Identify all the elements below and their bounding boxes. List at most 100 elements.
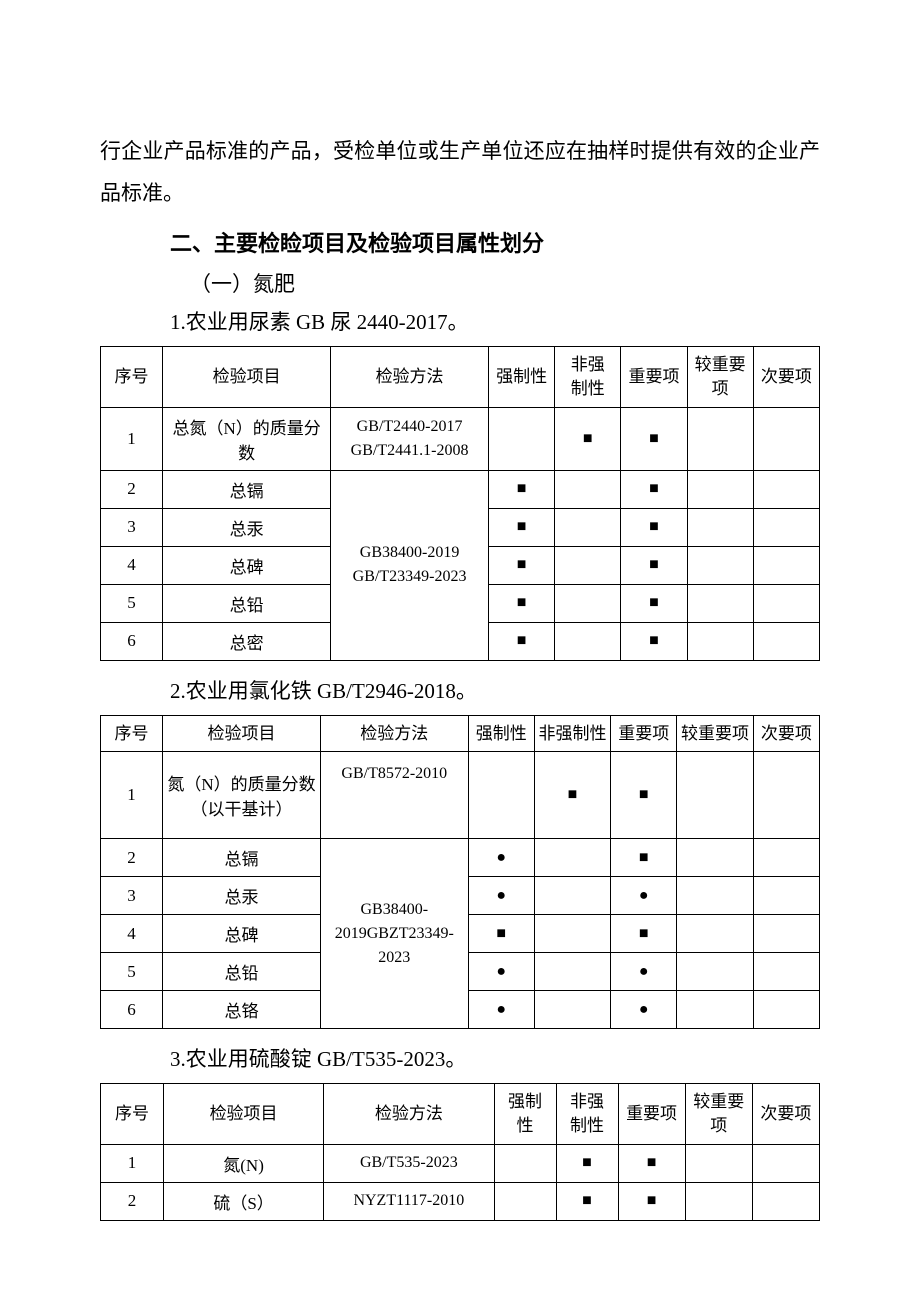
cell-nonmand xyxy=(534,839,610,877)
cell-minor xyxy=(753,877,819,915)
cell-mand: ● xyxy=(468,877,534,915)
item-1-title: 1.农业用尿素 GB 尿 2440-2017。 xyxy=(170,306,820,336)
cell-nonmand xyxy=(534,915,610,953)
cell-seq: 1 xyxy=(101,752,163,839)
col-mand: 强制性 xyxy=(488,347,554,408)
cell-seq: 5 xyxy=(101,584,163,622)
cell-nonmand xyxy=(534,877,610,915)
col-minor: 次要项 xyxy=(752,1084,819,1145)
cell-method: GB/T2440-2017 GB/T2441.1-2008 xyxy=(331,407,489,470)
cell-seq: 1 xyxy=(101,1144,164,1182)
cell-minor xyxy=(752,1144,819,1182)
cell-lessimp xyxy=(677,752,753,839)
cell-imp: ■ xyxy=(611,839,677,877)
text: 项 xyxy=(710,1116,727,1135)
cell-minor xyxy=(753,584,819,622)
cell-imp: ■ xyxy=(618,1144,685,1182)
cell-method: GB38400-2019 GB/T23349-2023 xyxy=(331,470,489,660)
cell-minor xyxy=(753,622,819,660)
cell-method: NYZT1117-2010 xyxy=(324,1182,494,1220)
cell-lessimp xyxy=(687,584,753,622)
col-imp: 重要项 xyxy=(611,715,677,752)
text: GB38400- xyxy=(361,901,429,918)
text: GB/T2441.1-2008 xyxy=(351,442,469,459)
cell-nonmand: ■ xyxy=(556,1182,618,1220)
subsection-1: （一）氮肥 xyxy=(190,268,820,298)
item-3-title: 3.农业用硫酸锭 GB/T535-2023。 xyxy=(170,1043,820,1073)
cell-mand xyxy=(494,1144,556,1182)
item-2-title: 2.农业用氯化铁 GB/T2946-2018。 xyxy=(170,675,820,705)
cell-proj: 硫（S） xyxy=(164,1182,324,1220)
col-proj: 检验项目 xyxy=(163,347,331,408)
cell-imp: ● xyxy=(611,953,677,991)
table-row: 序号 检验项目 检验方法 强制性 非强制性 重要项 较重要项 次要项 xyxy=(101,715,820,752)
text: 2019GBZT23349- xyxy=(335,925,454,942)
text: 性 xyxy=(517,1116,534,1135)
cell-seq: 2 xyxy=(101,1182,164,1220)
cell-imp: ■ xyxy=(621,584,687,622)
cell-lessimp xyxy=(677,991,753,1029)
col-lessimp: 较重要 项 xyxy=(687,347,753,408)
col-mand: 强制性 xyxy=(468,715,534,752)
col-mand: 强制 性 xyxy=(494,1084,556,1145)
cell-minor xyxy=(753,915,819,953)
cell-seq: 3 xyxy=(101,508,163,546)
col-minor: 次要项 xyxy=(753,715,819,752)
cell-proj: 氮(N) xyxy=(164,1144,324,1182)
cell-imp: ■ xyxy=(621,622,687,660)
cell-mand xyxy=(468,752,534,839)
text: 非强 xyxy=(571,355,605,374)
cell-minor xyxy=(753,752,819,839)
col-lessimp: 较重要项 xyxy=(677,715,753,752)
col-seq: 序号 xyxy=(101,1084,164,1145)
col-seq: 序号 xyxy=(101,715,163,752)
cell-proj: 总铅 xyxy=(163,584,331,622)
cell-proj: 总铬 xyxy=(163,991,321,1029)
col-method: 检验方法 xyxy=(320,715,468,752)
cell-proj: 总汞 xyxy=(163,877,321,915)
cell-seq: 1 xyxy=(101,407,163,470)
col-nonmand: 非强 制性 xyxy=(556,1084,618,1145)
table-row: 2 总镉 GB38400- 2019GBZT23349- 2023 ● ■ xyxy=(101,839,820,877)
cell-lessimp xyxy=(687,508,753,546)
col-nonmand: 非强 制性 xyxy=(555,347,621,408)
cell-imp: ■ xyxy=(611,752,677,839)
cell-mand: ■ xyxy=(488,546,554,584)
cell-lessimp xyxy=(677,877,753,915)
table-row: 2 硫（S） NYZT1117-2010 ■ ■ xyxy=(101,1182,820,1220)
text: GB/T23349-2023 xyxy=(353,568,467,585)
table-row: 序号 检验项目 检验方法 强制 性 非强 制性 重要项 较重要 项 次要项 xyxy=(101,1084,820,1145)
cell-minor xyxy=(752,1182,819,1220)
cell-seq: 4 xyxy=(101,915,163,953)
cell-seq: 5 xyxy=(101,953,163,991)
cell-mand xyxy=(488,407,554,470)
cell-nonmand xyxy=(555,546,621,584)
table-row: 2 总镉 GB38400-2019 GB/T23349-2023 ■ ■ xyxy=(101,470,820,508)
cell-proj: 总镉 xyxy=(163,839,321,877)
cell-seq: 2 xyxy=(101,839,163,877)
cell-minor xyxy=(753,991,819,1029)
cell-proj: 总镉 xyxy=(163,470,331,508)
cell-nonmand xyxy=(555,622,621,660)
cell-method: GB38400- 2019GBZT23349- 2023 xyxy=(320,839,468,1029)
cell-nonmand xyxy=(555,470,621,508)
cell-imp: ■ xyxy=(621,470,687,508)
cell-lessimp xyxy=(685,1182,752,1220)
cell-minor xyxy=(753,407,819,470)
text: 较重要 xyxy=(695,355,746,374)
cell-nonmand: ■ xyxy=(534,752,610,839)
cell-imp: ■ xyxy=(621,508,687,546)
cell-minor xyxy=(753,953,819,991)
col-proj: 检验项目 xyxy=(164,1084,324,1145)
cell-method: GB/T8572-2010 xyxy=(320,752,468,839)
cell-proj: 总氮（N）的质量分 数 xyxy=(163,407,331,470)
cell-proj: 氮（N）的质量分数 （以干基计） xyxy=(163,752,321,839)
section-title: 二、主要检睑项目及检验项目属性划分 xyxy=(170,226,820,258)
cell-lessimp xyxy=(677,839,753,877)
col-nonmand: 非强制性 xyxy=(534,715,610,752)
cell-lessimp xyxy=(687,546,753,584)
cell-minor xyxy=(753,508,819,546)
cell-nonmand: ■ xyxy=(556,1144,618,1182)
cell-imp: ● xyxy=(611,991,677,1029)
text: （以干基计） xyxy=(191,800,293,819)
